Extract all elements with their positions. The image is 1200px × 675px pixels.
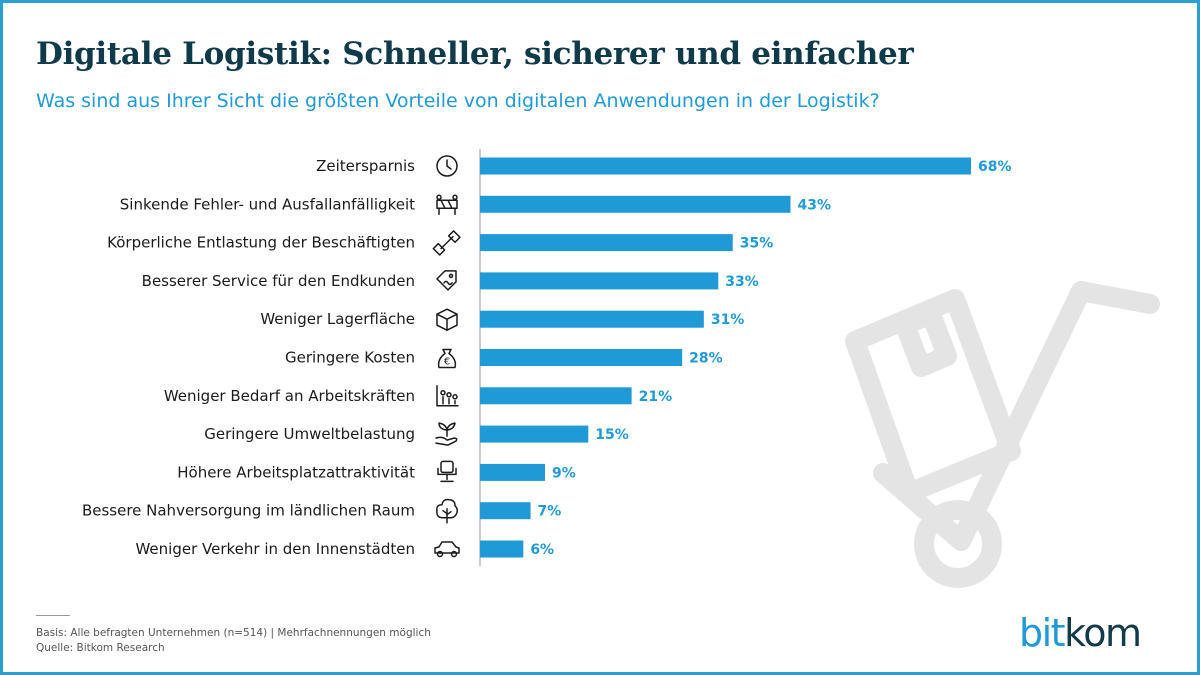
category-label: Weniger Verkehr in den Innenstädten: [135, 540, 415, 558]
value-label: 7%: [538, 504, 562, 520]
value-label: 9%: [552, 465, 576, 481]
category-label: Zeitersparnis: [316, 157, 415, 175]
category-label: Besserer Service für den Endkunden: [142, 272, 415, 290]
bar: [480, 157, 971, 175]
category-label: Geringere Kosten: [285, 349, 415, 367]
value-label: 33%: [725, 274, 759, 290]
dumbbell-icon: [432, 230, 461, 256]
basis-note: Basis: Alle befragten Unternehmen (n=514…: [36, 627, 431, 639]
bar: [480, 425, 589, 443]
office-chair-icon: [437, 460, 457, 483]
svg-text:€: €: [444, 357, 450, 368]
value-label: 28%: [689, 351, 723, 367]
value-label: 31%: [711, 312, 745, 328]
bar: [480, 502, 531, 520]
category-label: Sinkende Fehler- und Ausfallanfälligkeit: [120, 195, 415, 213]
bar: [480, 272, 719, 290]
bar: [480, 234, 733, 252]
bar-chart: Zeitersparnis 68% Sinkende Fehler- und Aus…: [82, 149, 1012, 566]
logo-part-kom: kom: [1064, 611, 1142, 655]
value-label: 15%: [595, 427, 629, 443]
value-label: 21%: [639, 389, 673, 405]
bar: [480, 195, 791, 213]
source-note: Quelle: Bitkom Research: [36, 642, 165, 654]
box-icon: [436, 308, 458, 331]
clock-icon: [436, 155, 458, 177]
price-tag-icon: [436, 270, 457, 291]
car-icon: [434, 541, 460, 558]
euro-money-bag-icon: €: [437, 348, 457, 369]
bar: [480, 387, 632, 405]
bitkom-logo: bitkom: [1019, 611, 1142, 655]
footer-divider: [36, 615, 70, 616]
bar: [480, 540, 524, 558]
hand-truck-watermark-icon: [845, 281, 1160, 588]
value-label: 6%: [530, 542, 554, 558]
category-label: Körperliche Entlastung der Beschäftigten: [107, 234, 415, 252]
category-label: Weniger Bedarf an Arbeitskräften: [164, 387, 415, 405]
bar: [480, 310, 704, 328]
category-label: Höhere Arbeitsplatzattraktivität: [177, 463, 415, 481]
value-label: 43%: [797, 197, 831, 213]
page-title: Digitale Logistik: Schneller, sicherer u…: [36, 36, 914, 72]
category-label: Weniger Lagerfläche: [260, 310, 415, 328]
value-label: 68%: [978, 159, 1012, 175]
tree-icon: [436, 498, 459, 524]
category-label: Bessere Nahversorgung im ländlichen Raum: [82, 502, 415, 520]
value-label: 35%: [740, 236, 774, 252]
category-label: Geringere Umweltbelastung: [204, 425, 415, 443]
barrier-icon: [436, 194, 458, 216]
bar: [480, 349, 683, 366]
page-subtitle: Was sind aus Ihrer Sicht die größten Vor…: [36, 90, 880, 112]
plant-in-hand-icon: [435, 422, 458, 446]
logo-part-bit: bit: [1019, 611, 1066, 655]
workforce-icon: [436, 385, 459, 407]
bar: [480, 463, 545, 481]
